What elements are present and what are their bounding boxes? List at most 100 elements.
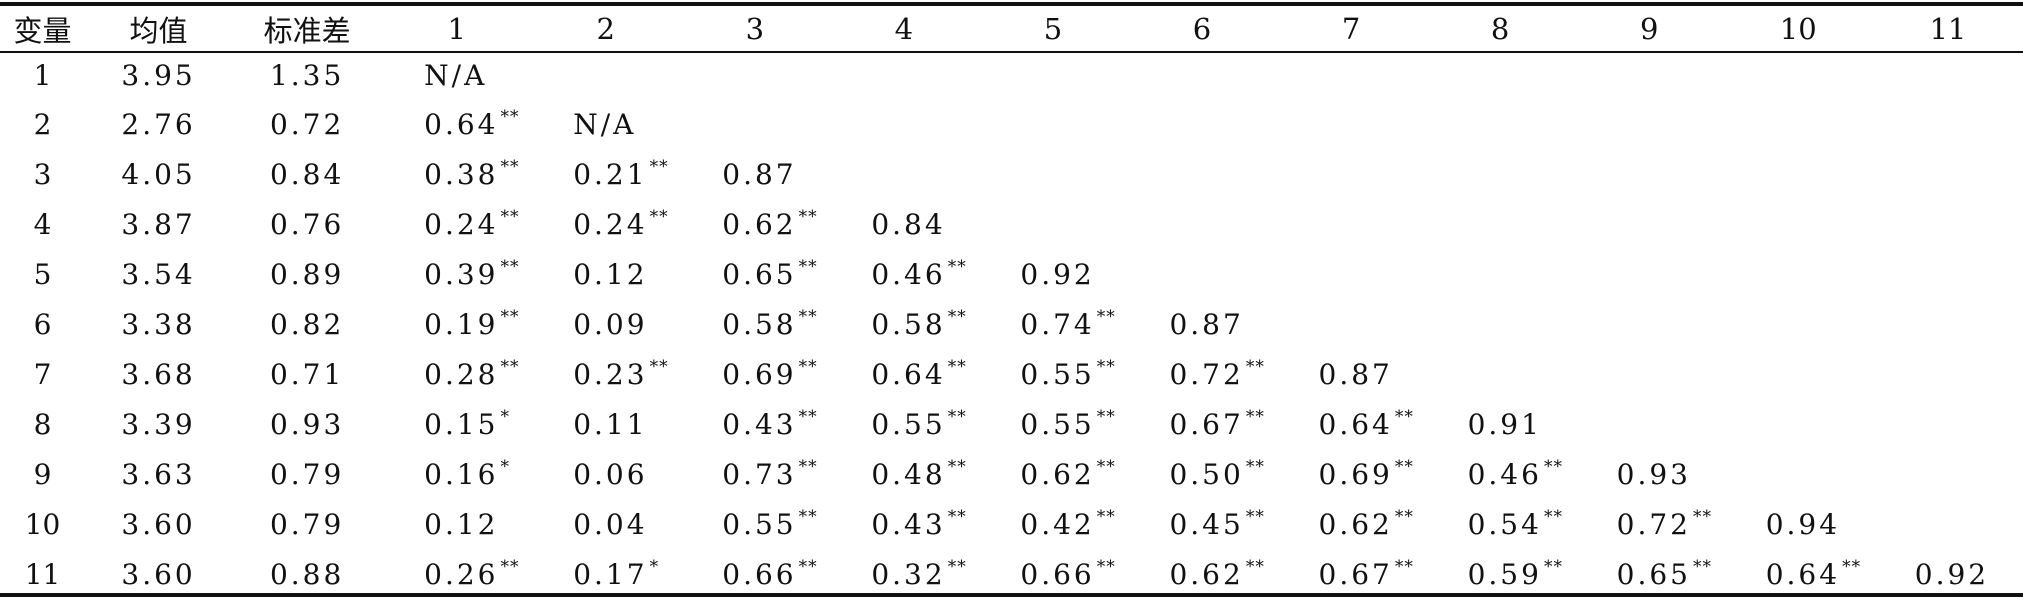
empty-cell (1873, 299, 2023, 349)
header-col-11: 11 (1929, 11, 1967, 46)
significance-marker: ** (1245, 507, 1265, 527)
empty-cell (1873, 51, 2023, 99)
empty-cell (1873, 349, 2023, 399)
significance-marker: ** (798, 257, 818, 277)
correlation-cell: 0.87 (1127, 299, 1276, 349)
header-col-2: 2 (596, 11, 615, 46)
significance-marker: ** (500, 257, 520, 277)
empty-cell (1724, 99, 1873, 149)
correlation-value: 0.43 (722, 408, 797, 441)
correlation-table: 变量 均值 标准差 1 2 3 4 5 6 7 8 9 10 11 1 3.95 1… (0, 6, 2023, 599)
empty-cell (1724, 51, 1873, 99)
header-col-3: 3 (745, 11, 765, 46)
correlation-value: 0.72 (1169, 358, 1244, 391)
correlation-value: 0.59 (1467, 558, 1542, 591)
significance-marker: ** (1693, 507, 1712, 527)
correlation-cell: 0.66 ** (978, 549, 1127, 599)
correlation-cell: 0.11 (531, 399, 680, 449)
mean-cell: 4.05 (121, 157, 196, 191)
mean-cell: 3.68 (121, 357, 196, 391)
variable-cell: 9 (33, 457, 52, 491)
correlation-cell: 0.16 * (382, 449, 531, 499)
mean-cell: 3.60 (121, 507, 196, 541)
correlation-cell: 0.42 ** (978, 499, 1127, 549)
significance-marker: ** (500, 307, 520, 327)
significance-marker: ** (500, 107, 520, 127)
std-dev-cell: 0.79 (269, 457, 345, 491)
std-dev-cell: 0.84 (269, 157, 345, 191)
significance-marker: ** (947, 457, 967, 477)
correlation-cell: 0.45 ** (1127, 499, 1276, 549)
std-dev-cell: 0.88 (269, 557, 345, 591)
correlation-value: 0.66 (1020, 558, 1095, 591)
correlation-value: 0.64 (871, 358, 946, 391)
table-row: 2 2.76 0.72 0.64 ** N/A (0, 99, 2023, 149)
significance-marker: ** (1096, 457, 1116, 477)
correlation-value: 0.46 (871, 258, 946, 291)
empty-cell (680, 51, 829, 99)
correlation-cell: 0.32 ** (829, 549, 978, 599)
correlation-value: 0.93 (1616, 457, 1691, 491)
header-col-1: 1 (447, 11, 466, 46)
significance-marker: ** (1096, 407, 1116, 427)
header-row: 变量 均值 标准差 1 2 3 4 5 6 7 8 9 10 11 (0, 6, 2023, 51)
correlation-value: 0.17 (573, 558, 648, 591)
empty-cell (1277, 51, 1426, 99)
significance-marker: ** (1394, 557, 1414, 577)
table-row: 11 3.60 0.88 0.26 ** 0.17 * 0.66 ** 0.32 ** 0.66 ** 0… (0, 549, 2023, 599)
correlation-cell: 0.64 ** (382, 99, 531, 149)
correlation-cell: 0.23 ** (531, 349, 680, 399)
empty-cell (829, 99, 978, 149)
mean-cell: 3.39 (121, 407, 196, 441)
empty-cell (1426, 199, 1575, 249)
correlation-cell: 0.12 (531, 249, 680, 299)
variable-cell: 2 (33, 107, 52, 141)
correlation-value: 0.64 (424, 108, 499, 141)
correlation-cell: 0.62 ** (978, 449, 1127, 499)
correlation-value: 0.62 (722, 208, 797, 241)
table-header-rule (0, 51, 2023, 53)
variable-cell: 8 (33, 407, 52, 441)
correlation-cell: 0.72 ** (1127, 349, 1276, 399)
empty-cell (1575, 349, 1724, 399)
significance-marker: ** (649, 157, 669, 177)
empty-cell (1873, 99, 2023, 149)
correlation-value: 0.69 (722, 358, 797, 391)
table-row: 4 3.87 0.76 0.24 ** 0.24 ** 0.62 ** 0.84 (0, 199, 2023, 249)
correlation-cell: 0.64 ** (1277, 399, 1426, 449)
empty-cell (1277, 249, 1426, 299)
correlation-cell: 0.17 * (531, 549, 680, 599)
correlation-cell: 0.39 ** (382, 249, 531, 299)
correlation-value: 0.43 (871, 508, 946, 541)
variable-cell: 1 (33, 58, 52, 92)
correlation-value: 0.54 (1467, 508, 1542, 541)
correlation-value: 0.48 (871, 458, 946, 491)
correlation-cell: 0.19 ** (382, 299, 531, 349)
empty-cell (1873, 249, 2023, 299)
empty-cell (829, 149, 978, 199)
significance-marker: * (500, 407, 510, 427)
significance-marker: ** (1543, 557, 1563, 577)
significance-marker: ** (1842, 557, 1862, 577)
table-row: 10 3.60 0.79 0.12 0.04 0.55 ** 0.43 ** 0.42 ** 0.45… (0, 499, 2023, 549)
empty-cell (1724, 199, 1873, 249)
empty-cell (978, 99, 1127, 149)
table-row: 6 3.38 0.82 0.19 ** 0.09 0.58 ** 0.58 ** 0.74 ** 0.8… (0, 299, 2023, 349)
correlation-cell: 0.43 ** (680, 399, 829, 449)
correlation-value: 0.45 (1169, 508, 1244, 541)
significance-marker: ** (947, 407, 967, 427)
empty-cell (1127, 199, 1276, 249)
empty-cell (1127, 249, 1276, 299)
empty-cell (1426, 249, 1575, 299)
correlation-cell: 0.87 (680, 149, 829, 199)
header-variable: 变量 (13, 13, 72, 48)
table-row: 9 3.63 0.79 0.16 * 0.06 0.73 ** 0.48 ** 0.62 ** 0.50… (0, 449, 2023, 499)
std-dev-cell: 0.89 (269, 257, 345, 291)
correlation-value: 0.26 (424, 558, 499, 591)
correlation-value: 0.19 (424, 308, 499, 341)
correlation-value: 0.62 (1169, 558, 1244, 591)
variable-cell: 5 (33, 257, 52, 291)
significance-marker: ** (798, 457, 818, 477)
header-col-4: 4 (894, 11, 914, 46)
empty-cell (1724, 249, 1873, 299)
